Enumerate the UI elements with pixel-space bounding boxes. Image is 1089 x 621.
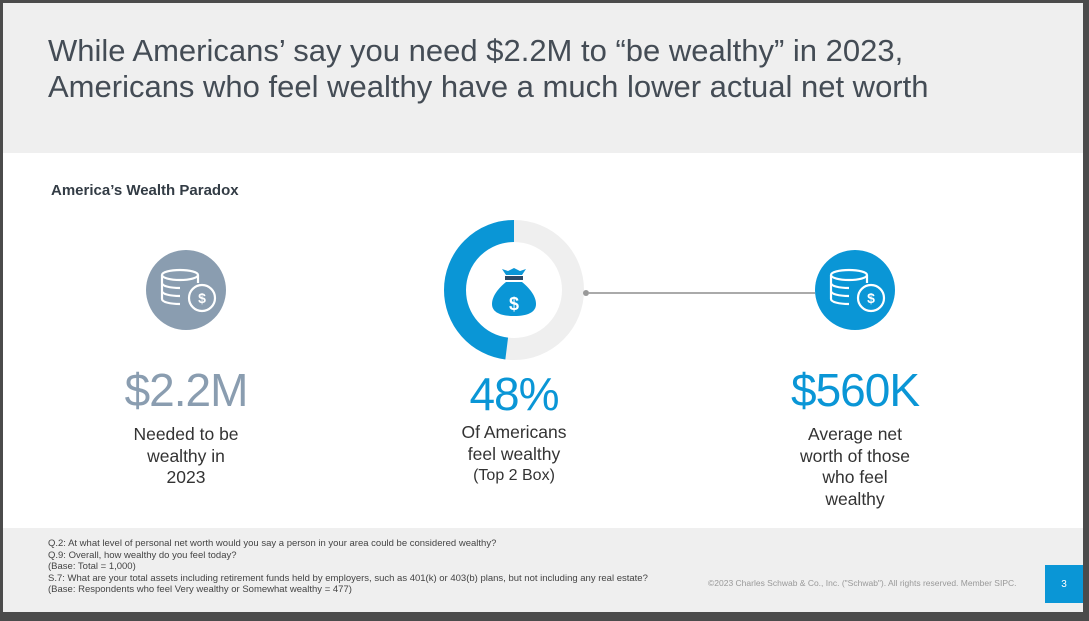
- section-subtitle: America’s Wealth Paradox: [51, 182, 239, 199]
- stat-description-feel-wealthy: Of Americans feel wealthy (Top 2 Box): [414, 422, 614, 487]
- footnote: (Base: Respondents who feel Very wealthy…: [48, 584, 352, 595]
- svg-text:$: $: [198, 290, 206, 306]
- donut-fill: [444, 220, 584, 360]
- desc-line: 2023: [166, 467, 206, 487]
- desc-line: wealthy: [825, 488, 885, 509]
- coins-dollar-icon: $: [815, 250, 895, 330]
- desc-line: Average net: [807, 424, 903, 444]
- money-bag-icon: $: [492, 268, 536, 316]
- slide-title: While Americans’ say you need $2.2M to “…: [48, 33, 929, 105]
- stat-value-needed: $2.2M: [124, 364, 249, 416]
- svg-text:$: $: [509, 294, 519, 314]
- connector-line: [589, 292, 815, 294]
- page-number: 3: [1045, 565, 1083, 603]
- stat-value-feel-wealthy: 48%: [469, 368, 559, 420]
- connector-dot: [583, 290, 589, 296]
- copyright: ©2023 Charles Schwab & Co., Inc. ("Schwa…: [708, 578, 1017, 588]
- slide-footer: Q.2: At what level of personal net worth…: [3, 528, 1083, 612]
- stat-description-needed: Needed to be wealthy in 2023: [86, 424, 286, 489]
- footnote: Q.2: At what level of personal net worth…: [48, 538, 497, 549]
- stat-description-net-worth: Average net worth of those who feel weal…: [755, 424, 955, 510]
- coins-dollar-icon: $: [146, 250, 226, 330]
- title-line-1: While Americans’ say you need $2.2M to “…: [48, 33, 904, 68]
- donut-chart: $: [444, 220, 589, 360]
- desc-line: worth of those: [800, 445, 910, 466]
- desc-line: feel wealthy: [467, 443, 561, 464]
- title-line-2: Americans who feel wealthy have a much l…: [48, 69, 929, 104]
- footnotes: Q.2: At what level of personal net worth…: [48, 538, 648, 596]
- desc-line: wealthy in: [147, 445, 225, 466]
- stat-value-net-worth: $560K: [790, 364, 920, 416]
- desc-line: Of Americans: [461, 422, 567, 442]
- footnote: (Base: Total = 1,000): [48, 561, 136, 572]
- footnote: Q.9: Overall, how wealthy do you feel to…: [48, 549, 237, 561]
- footnote: S.7: What are your total assets includin…: [48, 572, 648, 584]
- slide-header: While Americans’ say you need $2.2M to “…: [3, 3, 1083, 153]
- desc-line: (Top 2 Box): [473, 467, 555, 484]
- slide: While Americans’ say you need $2.2M to “…: [3, 3, 1083, 612]
- desc-line: Needed to be: [133, 424, 239, 444]
- svg-text:$: $: [867, 290, 875, 306]
- desc-line: who feel: [822, 467, 888, 487]
